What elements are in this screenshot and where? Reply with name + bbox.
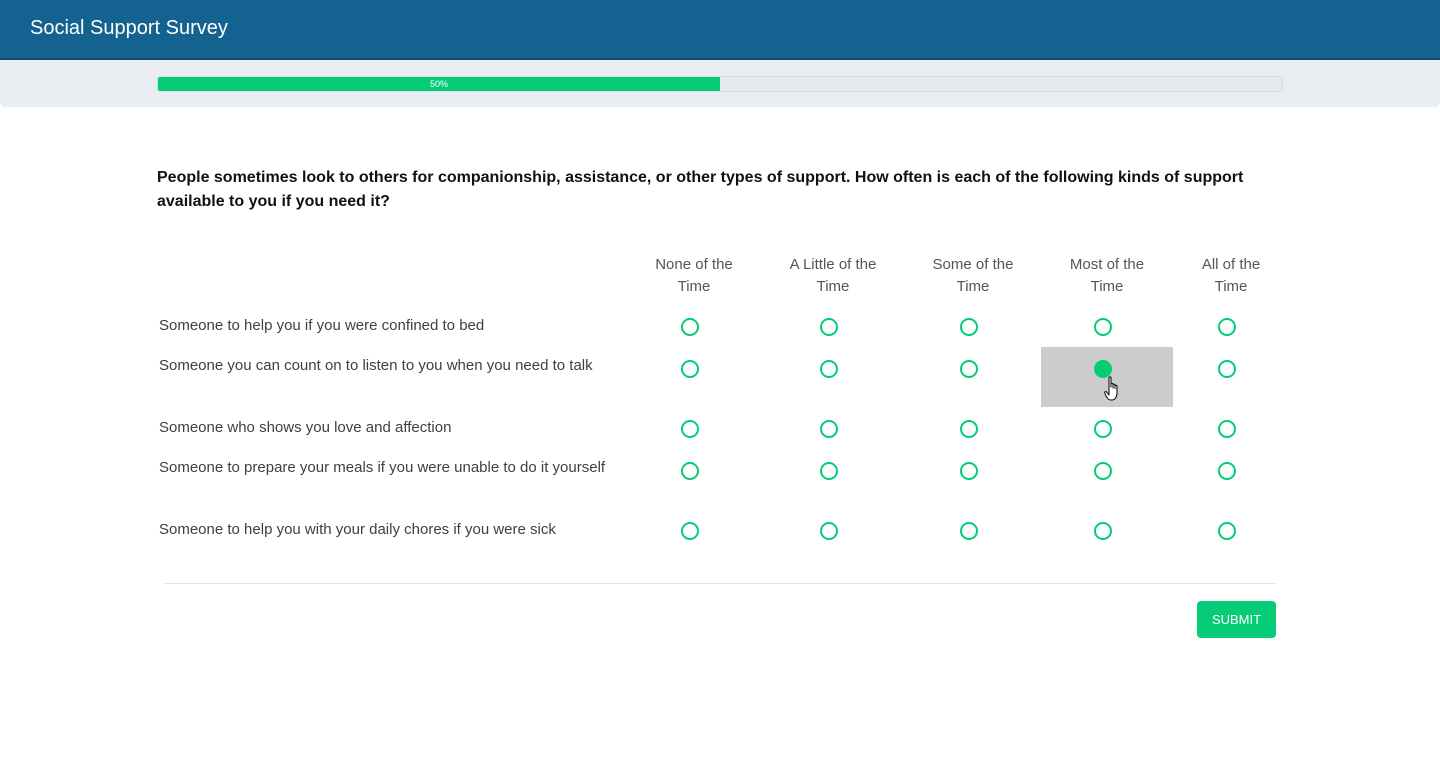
radio-option[interactable]: [960, 462, 978, 480]
hand-pointer-icon: [1104, 376, 1118, 401]
radio-option[interactable]: [1094, 420, 1112, 438]
radio-option[interactable]: [1094, 462, 1112, 480]
progress-label: 50%: [429, 79, 448, 89]
progress-fill: 50%: [158, 77, 720, 91]
radio-option[interactable]: [960, 360, 978, 378]
divider: [164, 583, 1276, 584]
app-header: Social Support Survey: [0, 0, 1440, 60]
radio-option[interactable]: [960, 420, 978, 438]
radio-option[interactable]: [1218, 360, 1236, 378]
progress-area: 50%: [0, 60, 1440, 107]
radio-option[interactable]: [820, 522, 838, 540]
column-header-most: Most of the Time: [1069, 256, 1145, 295]
progress-bar: 50%: [157, 76, 1283, 92]
column-header-none: None of the Time: [655, 256, 733, 295]
radio-option[interactable]: [1094, 318, 1112, 336]
question-text: People sometimes look to others for comp…: [157, 169, 1244, 210]
row-label: Someone you can count on to listen to yo…: [159, 357, 593, 374]
radio-option[interactable]: [1094, 360, 1112, 378]
radio-option[interactable]: [1094, 522, 1112, 540]
radio-option[interactable]: [681, 360, 699, 378]
row-label: Someone who shows you love and affection: [159, 419, 452, 436]
radio-option[interactable]: [820, 318, 838, 336]
page-title: Social Support Survey: [30, 17, 228, 39]
submit-button[interactable]: SUBMIT: [1197, 601, 1276, 638]
column-header-some: Some of the Time: [932, 256, 1014, 295]
radio-option[interactable]: [1218, 522, 1236, 540]
radio-option[interactable]: [820, 360, 838, 378]
radio-option[interactable]: [960, 522, 978, 540]
row-label: Someone to prepare your meals if you wer…: [159, 459, 606, 476]
radio-option[interactable]: [681, 462, 699, 480]
row-label: Someone to help you with your daily chor…: [159, 521, 556, 538]
radio-option[interactable]: [681, 318, 699, 336]
radio-option[interactable]: [1218, 318, 1236, 336]
row-label: Someone to help you if you were confined…: [159, 317, 485, 334]
radio-option[interactable]: [820, 462, 838, 480]
radio-option[interactable]: [1218, 462, 1236, 480]
radio-option[interactable]: [960, 318, 978, 336]
column-header-a-little: A Little of the Time: [789, 256, 877, 295]
radio-option[interactable]: [681, 420, 699, 438]
radio-option[interactable]: [820, 420, 838, 438]
column-header-all: All of the Time: [1201, 256, 1261, 295]
radio-option[interactable]: [681, 522, 699, 540]
radio-option[interactable]: [1218, 420, 1236, 438]
